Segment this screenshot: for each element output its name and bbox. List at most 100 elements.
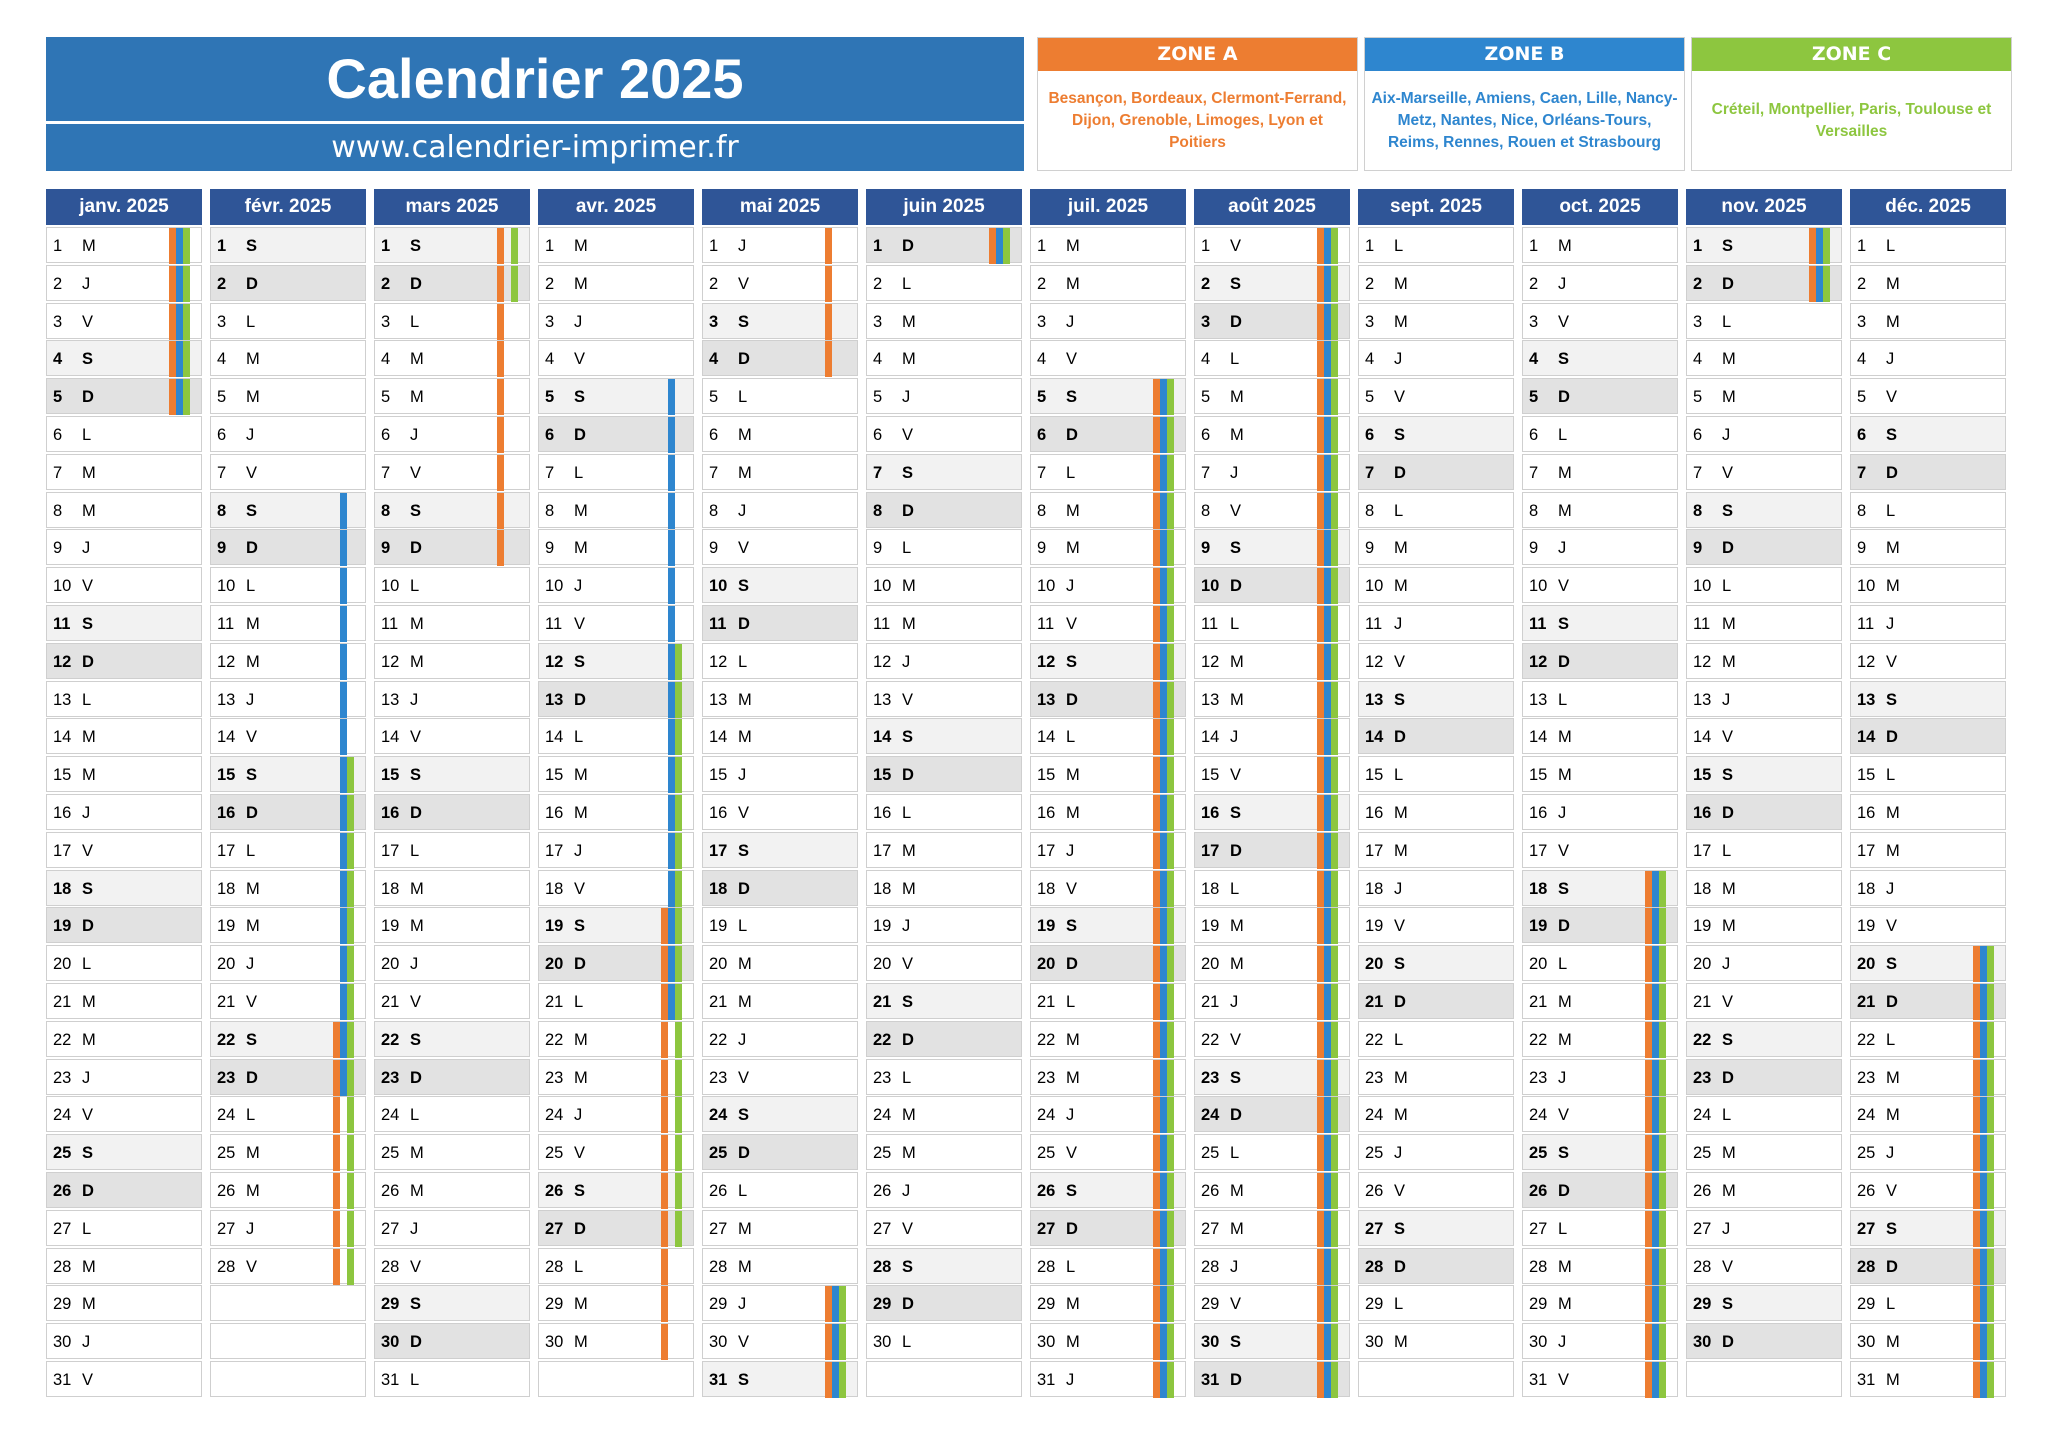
day-number: 10 — [1201, 577, 1220, 596]
weekday-letter: V — [738, 804, 750, 822]
day-cell: 22 L — [1850, 1020, 2006, 1058]
day-cell: 26 M — [1194, 1172, 1350, 1209]
weekday-letter: M — [1066, 1295, 1080, 1314]
day-number: 13 — [1693, 690, 1712, 709]
weekday-letter: D — [410, 804, 422, 822]
vacation-zone-b-bar — [1160, 1248, 1167, 1285]
day-number: 31 — [53, 1371, 72, 1389]
day-number: 25 — [1693, 1144, 1712, 1163]
weekday-letter: S — [1230, 1333, 1242, 1352]
day-number: 26 — [709, 1182, 728, 1200]
vacation-zone-a-bar — [1153, 1097, 1160, 1134]
weekday-letter: J — [1886, 879, 1895, 898]
weekday-letter: M — [902, 577, 916, 596]
vacation-zone-c-bar — [1659, 870, 1666, 907]
day-number: 24 — [1529, 1106, 1548, 1125]
vacation-zone-c-bar — [1331, 1324, 1338, 1361]
month-column: mars 2025 1 S 2 D 3 L 4 M 5 M 6 J 7 V 8 S 9 D 10 L 11 M 12 M 13 J 1… — [374, 189, 530, 1397]
vacation-zone-c-bar — [1331, 228, 1338, 264]
vacation-zone-c-bar — [1331, 530, 1338, 567]
vacation-zone-c-bar — [347, 1248, 354, 1285]
vacation-zone-b-bar — [1980, 1286, 1987, 1323]
weekday-letter: V — [574, 350, 586, 369]
day-cell: 11 J — [1358, 605, 1514, 641]
vacation-zone-b-bar — [1160, 1324, 1167, 1361]
day-cell: 15 S — [210, 756, 366, 794]
weekday-letter: L — [1558, 690, 1568, 709]
empty-day-cell — [866, 1361, 1022, 1397]
vacation-zone-a-bar — [497, 265, 504, 302]
day-number: 8 — [1365, 501, 1375, 520]
vacation-zone-a-bar — [1973, 1210, 1980, 1247]
day-cell: 12 M — [374, 642, 530, 679]
weekday-letter: M — [1558, 501, 1572, 520]
weekday-letter: S — [1722, 766, 1734, 785]
day-cell: 19 L — [702, 907, 858, 944]
vacation-zone-b-bar — [340, 795, 347, 831]
day-number: 4 — [709, 350, 719, 369]
vacation-zone-a-bar — [825, 341, 832, 378]
vacation-zone-c-bar — [1987, 1362, 1994, 1398]
day-cell: 22 D — [866, 1020, 1022, 1057]
day-number: 21 — [709, 993, 728, 1011]
day-cell: 24 D — [1194, 1096, 1350, 1134]
vacation-zone-a-bar — [1973, 1097, 1980, 1134]
weekday-letter: J — [1722, 690, 1731, 709]
day-number: 6 — [1693, 426, 1703, 444]
day-number: 21 — [1037, 993, 1056, 1011]
vacation-zone-b-bar — [1816, 265, 1823, 302]
day-cell: 28 M — [46, 1247, 202, 1284]
vacation-zone-b-bar — [1160, 832, 1167, 869]
weekday-letter: D — [902, 237, 914, 255]
day-number: 15 — [1037, 766, 1056, 785]
day-number: 1 — [217, 237, 227, 255]
weekday-letter: S — [902, 728, 914, 747]
month-column: déc. 2025 1 L 2 M 3 M 4 J 5 V 6 S 7 D 8 L 9 M 10 M 11 J 12 V 13 S 1… — [1850, 189, 2006, 1398]
day-cell: 25 J — [1850, 1134, 2006, 1172]
day-number: 22 — [1365, 1030, 1384, 1049]
vacation-zone-c-bar — [347, 1210, 354, 1247]
day-number: 21 — [873, 993, 892, 1011]
vacation-zone-a-bar — [1645, 1248, 1652, 1285]
weekday-letter: M — [1066, 766, 1080, 785]
day-number: 23 — [1857, 1068, 1876, 1087]
vacation-zone-a-bar — [1153, 1362, 1160, 1398]
day-cell: 20 J — [374, 945, 530, 982]
day-cell: 18 J — [1850, 869, 2006, 906]
vacation-zone-b-bar — [1816, 228, 1823, 264]
day-number: 24 — [709, 1106, 728, 1125]
day-cell: 21 D — [1850, 983, 2006, 1020]
weekday-letter: L — [246, 577, 256, 596]
day-number: 27 — [1529, 1219, 1548, 1238]
day-cell: 16 L — [866, 794, 1022, 830]
weekday-letter: D — [1558, 917, 1570, 936]
vacation-zone-a-bar — [169, 303, 176, 340]
day-cell: 16 D — [1686, 794, 1842, 830]
weekday-letter: V — [1886, 388, 1898, 407]
weekday-letter: L — [738, 652, 748, 671]
day-cell: 12 M — [1686, 642, 1842, 679]
day-cell: 12 D — [1522, 642, 1678, 679]
day-number: 21 — [1857, 993, 1876, 1011]
vacation-zone-c-bar — [1167, 379, 1174, 416]
day-number: 9 — [381, 539, 391, 558]
weekday-letter: L — [902, 1333, 912, 1352]
day-number: 6 — [873, 426, 883, 444]
day-number: 25 — [53, 1144, 72, 1163]
weekday-letter: L — [410, 577, 420, 596]
weekday-letter: J — [1722, 426, 1731, 444]
months-grid: janv. 2025 1 M 2 J 3 V 4 S 5 D 6 L 7 M 8 M 9 J 10 V 11 S 12 D 13 L… — [46, 189, 2010, 1398]
day-number: 26 — [217, 1182, 236, 1200]
